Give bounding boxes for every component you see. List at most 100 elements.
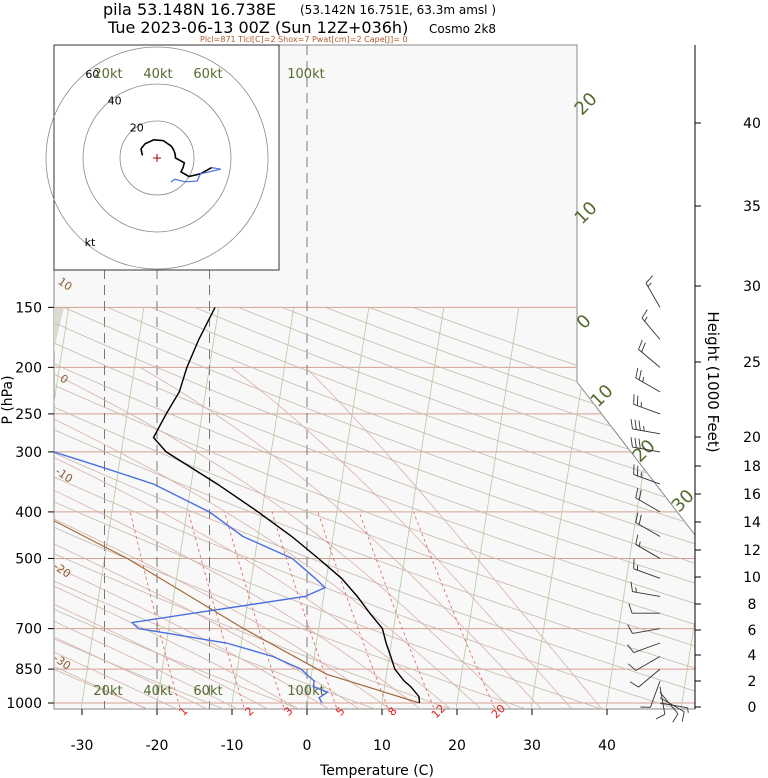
moist-adiabat [54, 367, 426, 709]
dry-adiabat [54, 307, 695, 709]
barb-flag [634, 437, 637, 448]
x-tick-label: 40 [598, 738, 616, 754]
parcel-path [54, 451, 420, 704]
x-tick-label: -10 [221, 738, 244, 754]
x-tick-label: -20 [146, 738, 169, 754]
height-tick-label: 25 [743, 355, 761, 371]
height-tick-label: 12 [743, 543, 761, 559]
barb-flag [672, 713, 679, 723]
barb-half-flag [635, 587, 637, 593]
mixing-ratio-line [413, 511, 498, 709]
hodograph-speed-label: 20kt [93, 67, 122, 82]
moist-adiabat [54, 367, 366, 709]
barb-flag [635, 368, 639, 379]
wind-barb [633, 464, 661, 485]
height-tick-label: 16 [743, 487, 761, 503]
hodograph-ring [45, 46, 269, 270]
mixing-ratio-line [129, 511, 182, 709]
barb-flag [630, 418, 633, 429]
hodograph-speed-label: 100kt [287, 67, 324, 82]
dry-adiabat [54, 307, 463, 709]
y-tick-label: 300 [15, 445, 42, 461]
barb-flag [638, 420, 641, 431]
barb-half-flag [644, 316, 648, 322]
axes: -30 -20 -10 0 10 20 30 401502002503004005007008… [6, 45, 761, 754]
wind-barb [630, 581, 661, 597]
wind-barb [635, 512, 661, 537]
y-tick-label: 400 [15, 505, 42, 521]
barb-staff [632, 428, 661, 435]
height-tick-label: 8 [748, 597, 757, 613]
height-tick-label: 6 [748, 623, 757, 639]
dry-adiabat [54, 307, 539, 709]
moist-adiabat [54, 367, 336, 709]
wind-barb [635, 488, 661, 513]
barb-flag [627, 624, 633, 634]
dry-adiabat [54, 307, 311, 709]
dry-adiabat [54, 307, 695, 709]
wind-barb [659, 697, 685, 722]
mixing-ratio-line [224, 511, 287, 709]
barb-flag [628, 663, 637, 671]
wind-barb [629, 668, 661, 688]
wind-barb [630, 418, 661, 435]
barb-flag [630, 437, 633, 448]
moist-adiabat [54, 367, 216, 709]
moist-adiabat [305, 367, 606, 709]
barb-half-flag [647, 282, 652, 287]
indices-label: Plcl=871 Tlcl[C]=2 Shox=7 Pwat[cm]=2 Cap… [200, 35, 408, 44]
barb-flag [638, 438, 641, 449]
barb-staff [635, 377, 661, 393]
x-tick-label: -30 [71, 738, 94, 754]
barb-staff [659, 686, 666, 715]
moist-adiabat [54, 367, 246, 709]
wind-barb [628, 656, 661, 671]
height-tick-label: 2 [748, 674, 757, 690]
moist-adiabat [54, 367, 516, 709]
barb-staff [632, 446, 661, 453]
hodograph-speed-label: 60kt [193, 67, 222, 82]
hodograph-speed-label: 40kt [143, 67, 172, 82]
x-tick-label: 10 [373, 738, 391, 754]
x-tick-label: 20 [448, 738, 466, 754]
barb-staff [659, 692, 679, 715]
barb-flag [655, 713, 666, 720]
barb-flag [641, 342, 646, 353]
mixing-ratio-line [358, 511, 437, 709]
barb-staff [650, 680, 661, 708]
barb-staff [641, 317, 661, 340]
moist-adiabat [54, 367, 186, 709]
wind-barb [633, 394, 661, 415]
y-tick-label: 200 [15, 360, 42, 376]
wind-barb [640, 680, 661, 708]
barb-staff [633, 403, 661, 415]
hodograph-ring [82, 83, 232, 233]
barb-flag [635, 488, 639, 499]
barb-staff [633, 568, 661, 579]
hodograph-trace-upper [170, 167, 221, 183]
barb-half-flag [638, 541, 641, 547]
mixing-ratio-line [271, 511, 339, 709]
barb-staff [635, 544, 661, 559]
height-tick-label: 10 [743, 570, 761, 586]
bottom-speed-label: 20kt [93, 684, 122, 699]
isotherm-line [380, 307, 445, 709]
dry-adiabat [54, 307, 695, 709]
x-tick-label: 30 [523, 738, 541, 754]
hodograph-frame [53, 44, 280, 271]
hodograph-rings: 20 40 60 [45, 46, 269, 270]
dewpoint-profile [54, 307, 329, 704]
height-tick-label: 35 [743, 199, 761, 215]
barb-staff [638, 668, 661, 688]
barb-flag [638, 339, 643, 350]
height-axis-label: Height (1000 Feet) [704, 311, 722, 452]
profile-lines [54, 307, 421, 704]
hodograph-ring-label: 40 [108, 95, 122, 108]
barb-flag [628, 603, 633, 614]
dry-adiabat [54, 307, 695, 709]
barb-flag [629, 681, 639, 688]
model-label: Cosmo 2k8 [429, 22, 496, 36]
dry-adiabat [194, 307, 695, 709]
